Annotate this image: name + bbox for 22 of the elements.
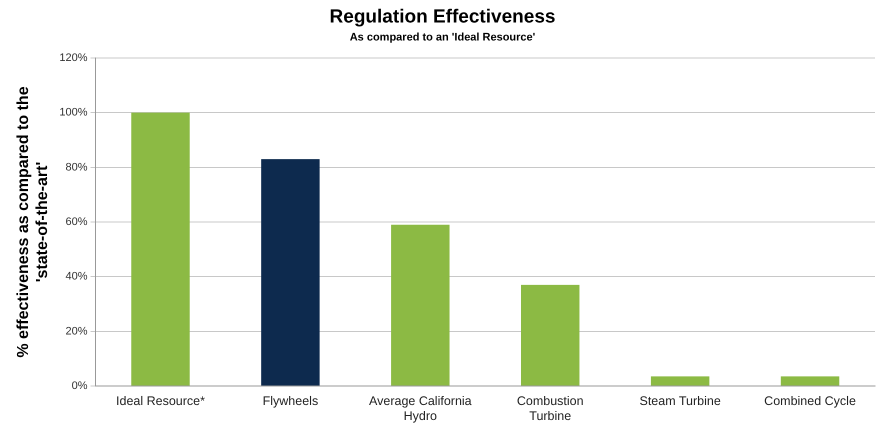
chart-title: Regulation Effectiveness [330,6,556,28]
chart-subtitle: As compared to an 'Ideal Resource' [350,31,536,44]
y-tick-label: 120% [59,52,88,64]
y-tick-label: 40% [66,270,88,283]
y-axis-title: % effectiveness as compared to the 'state-of-the-art' [15,86,52,358]
bar [131,112,190,386]
x-tick-label: Ideal Resource* [116,394,206,408]
x-tick-label: Steam Turbine [639,394,721,408]
bar [391,224,450,386]
bar [261,159,320,386]
bar [650,376,710,386]
y-tick-label: 100% [59,106,88,119]
x-tick-label: Combustion Turbine [516,394,584,423]
y-tick-label: 60% [66,216,88,228]
x-tick-label: Combined Cycle [764,394,856,408]
y-tick-label: 20% [66,325,88,338]
y-tick-label: 0% [72,380,88,392]
x-tick-label: Average California Hydro [369,394,472,423]
x-tick-label: Flywheels [262,394,318,408]
bar [520,284,580,386]
bar [780,376,840,386]
y-tick-label: 80% [66,161,88,174]
